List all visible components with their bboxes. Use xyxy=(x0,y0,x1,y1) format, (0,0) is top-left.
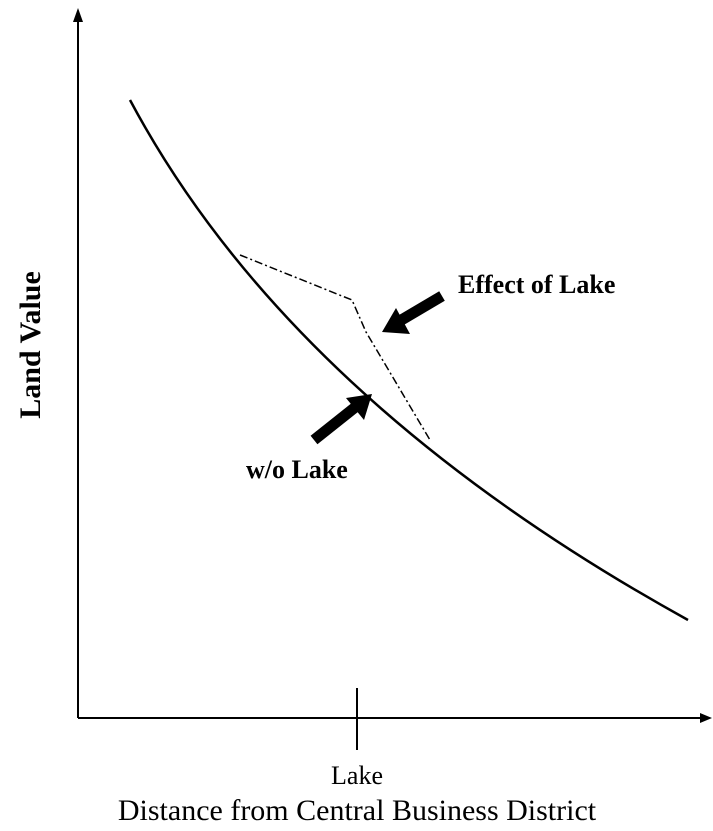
without-arrow xyxy=(310,394,372,445)
effect-label: Effect of Lake xyxy=(458,270,615,299)
x-tick-label: Lake xyxy=(331,761,383,790)
y-axis-label: Land Value xyxy=(14,271,47,419)
x-axis-arrow xyxy=(700,713,712,723)
land-value-curve xyxy=(128,99,689,622)
effect-arrow xyxy=(382,291,445,334)
x-axis-label: Distance from Central Business District xyxy=(118,794,597,827)
without-label: w/o Lake xyxy=(246,455,348,484)
y-axis-arrow xyxy=(73,8,83,22)
lake-effect-curve xyxy=(239,254,431,441)
